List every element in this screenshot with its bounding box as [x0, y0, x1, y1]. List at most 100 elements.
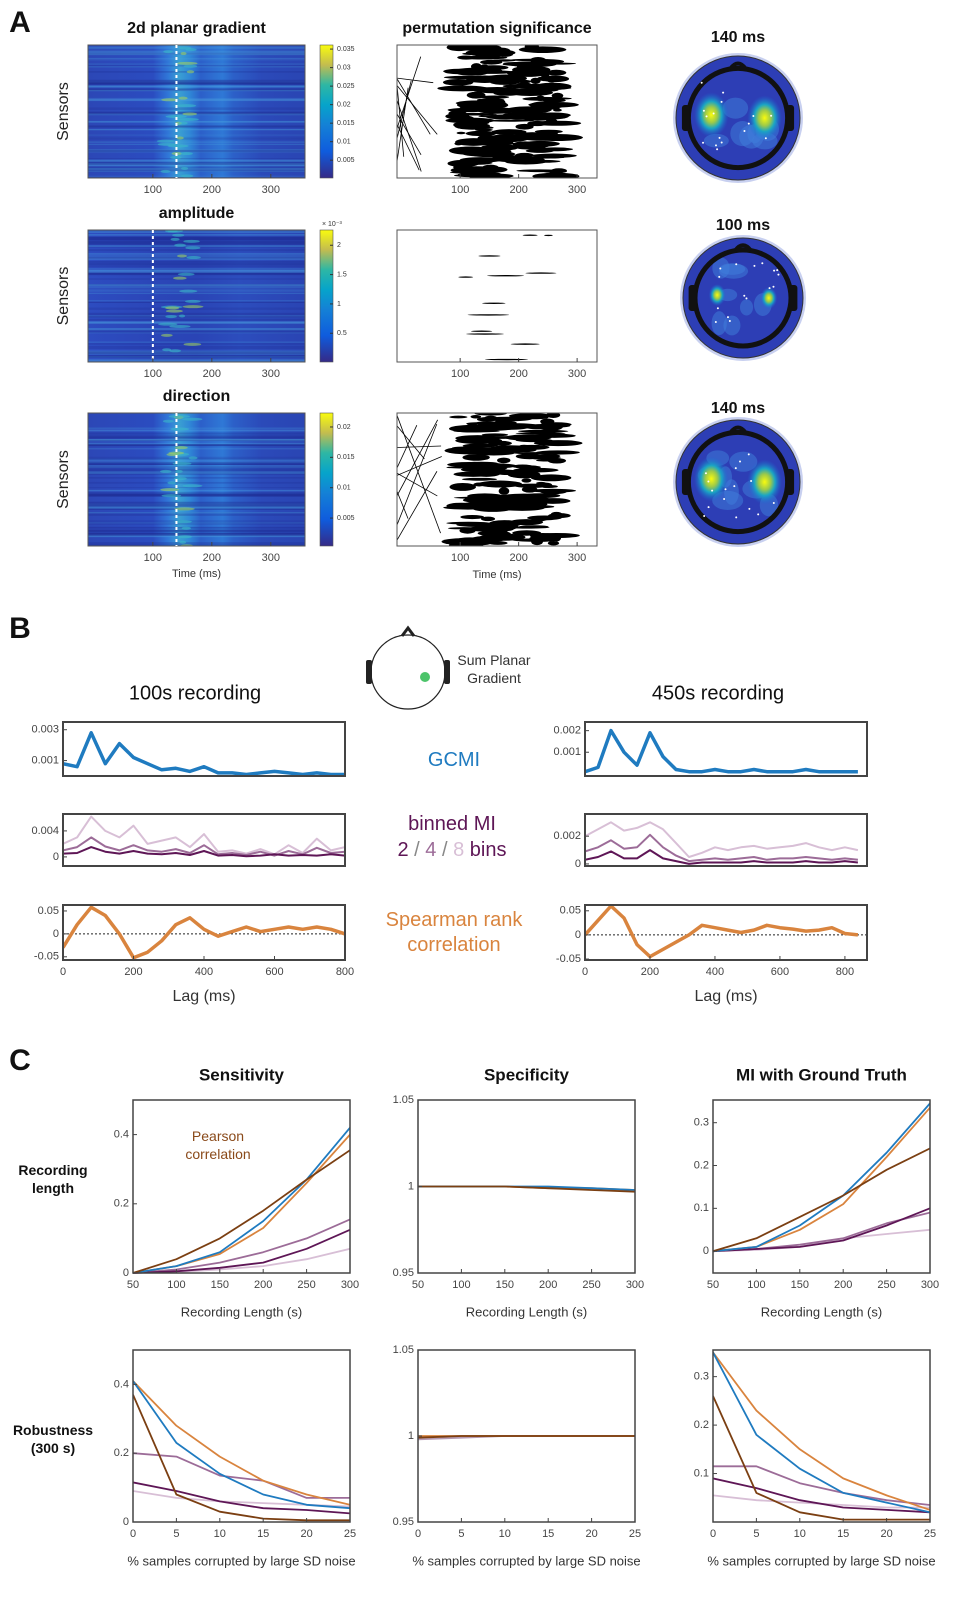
heatmap-row [88, 57, 305, 61]
heatmap-row [88, 98, 305, 102]
heatmap-row [88, 322, 305, 324]
heatmap-spot [178, 121, 188, 125]
head-ear [789, 285, 798, 311]
heatmap-row [88, 466, 305, 469]
colorbar-tick-label: 1.5 [337, 271, 347, 278]
heatmap-spot [169, 324, 191, 328]
x-tick-label: 100 [747, 1279, 765, 1291]
significance-blob [539, 147, 571, 152]
sensor-dot [747, 122, 750, 125]
plot-lines [63, 905, 345, 960]
x-tick-label: 200 [124, 966, 142, 978]
y-tick-label: 0.001 [553, 746, 581, 758]
significance-blob [521, 156, 565, 159]
heatmap-spot [179, 540, 187, 544]
heatmap-row [88, 164, 305, 167]
topomap-hotspot [708, 284, 726, 306]
heatmap-row [88, 442, 305, 445]
significance-blob [462, 454, 490, 461]
x-tick-label: 0 [415, 1528, 421, 1540]
y-tick-label: 0 [123, 1267, 129, 1279]
heatmap-row [88, 141, 305, 143]
significance-streak [397, 445, 442, 448]
topomap-title: 100 ms [716, 217, 770, 234]
heatmap-row [88, 444, 305, 446]
heatmap-spot [178, 535, 192, 539]
heatmap-row [88, 46, 305, 48]
significance-blob [484, 358, 529, 361]
heatmap-row [88, 494, 305, 497]
significance-blob [484, 74, 528, 83]
significance-image [397, 230, 597, 362]
sensor-dot [773, 269, 776, 272]
heatmap-spot [170, 427, 190, 431]
significance-blob [480, 516, 496, 522]
x-tick-label: 300 [341, 1279, 359, 1291]
data-line [713, 1465, 930, 1506]
x-tick-label: 50 [412, 1279, 424, 1291]
data-line [133, 1149, 350, 1274]
significance-blob [528, 101, 579, 108]
sensor-dot [722, 91, 725, 94]
x-tick-label: 150 [791, 1279, 809, 1291]
chart-title: Specificity [484, 1065, 570, 1084]
significance-blob [481, 144, 519, 151]
sensor-dot [753, 264, 756, 267]
data-line [63, 846, 345, 858]
significance-blob [478, 65, 509, 70]
heatmap-row [88, 272, 305, 275]
y-tick-label: 1 [408, 1430, 414, 1442]
sensor-dot [733, 485, 736, 488]
heatmap-row [88, 534, 305, 537]
heatmap-row [88, 350, 305, 353]
sensor-dot [711, 489, 714, 492]
heatmap-spot [180, 52, 187, 56]
heatmap-spot [176, 104, 197, 108]
x-tick-label: 100 [167, 1279, 185, 1291]
x-tick-label: 100 [451, 552, 469, 564]
x-tick-label: 400 [195, 966, 213, 978]
heatmap-row [88, 163, 305, 166]
heatmap-row [88, 506, 305, 509]
heatmap-row [88, 526, 305, 529]
significance-streak [397, 472, 438, 497]
panel-label: C [9, 1044, 31, 1077]
data-line [133, 1481, 350, 1515]
significance-streak [397, 456, 442, 476]
heatmap-spot [156, 139, 175, 143]
colorbar-tick-label: 1 [337, 301, 341, 308]
heatmap-row [88, 125, 305, 128]
x-tick-label: 800 [836, 966, 854, 978]
significance-blob [544, 131, 555, 135]
heatmap-spot [161, 333, 173, 337]
heatmap-row [88, 522, 305, 524]
plot-frame [132, 1349, 351, 1523]
heatmap-row [88, 535, 305, 538]
significance-blob [437, 85, 488, 92]
significance-blob [481, 120, 490, 125]
heatmap-row [88, 168, 305, 172]
significance-blob [470, 415, 482, 419]
heatmap-spot [158, 322, 178, 326]
data-line [585, 728, 858, 774]
y-tick-label: 0.003 [31, 724, 59, 736]
heatmap-row [88, 467, 305, 469]
y-tick-label: 0.004 [31, 825, 59, 837]
significance-blob [456, 522, 497, 527]
heatmap-spot [168, 451, 185, 455]
heatmap-row [88, 526, 305, 530]
heatmap-row [88, 137, 305, 140]
x-axis-label: Recording Length (s) [761, 1304, 882, 1319]
x-tick-label: 200 [509, 184, 527, 196]
legend-bins: 2 / 4 / 8 bins [367, 838, 537, 863]
head-ear [681, 105, 690, 131]
data-line [63, 905, 345, 960]
x-tick-label: 200 [509, 368, 527, 380]
heatmap-image [88, 45, 305, 178]
x-tick-label: 250 [297, 1279, 315, 1291]
x-tick-label: 5 [173, 1528, 179, 1540]
heatmap-row [88, 432, 305, 435]
x-tick-label: 250 [582, 1279, 600, 1291]
heatmap-row [88, 307, 305, 310]
data-line [133, 1380, 350, 1510]
